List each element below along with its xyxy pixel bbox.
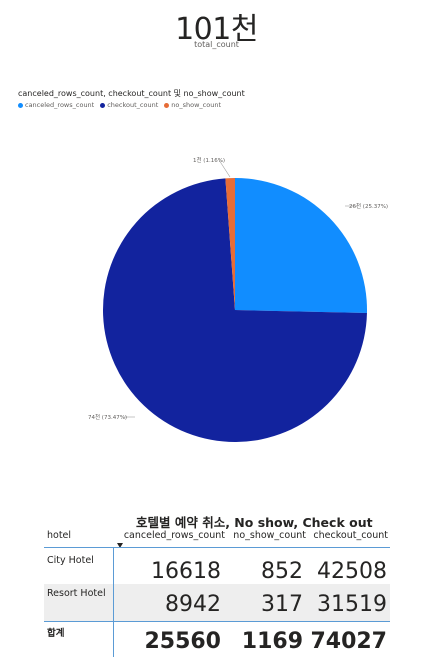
- pie-chart: 26천 (25.37%) 74천 (73.47%) 1천 (1.16%): [88, 156, 388, 442]
- legend-label-canceled: canceled_rows_count: [25, 101, 95, 109]
- data-label-checkout: 74천 (73.47%): [88, 413, 127, 421]
- pie-legend: canceled_rows_count checkout_count no_sh…: [18, 101, 221, 109]
- column-header-canceled[interactable]: canceled_rows_count: [123, 530, 225, 541]
- cell-total-checkout: 74027: [310, 629, 387, 654]
- legend-item-checkout[interactable]: checkout_count: [100, 101, 158, 109]
- cell-city-checkout: 42508: [317, 559, 387, 584]
- cell-city-no-show: 852: [261, 559, 303, 584]
- total-label: 합계: [47, 628, 65, 639]
- total-divider: [44, 621, 390, 622]
- pie-chart-title: canceled_rows_count, checkout_count 및 no…: [18, 89, 245, 98]
- row-label-resort-hotel: Resort Hotel: [47, 588, 106, 599]
- data-label-canceled: 26천 (25.37%): [349, 202, 388, 210]
- column-header-no-show[interactable]: no_show_count: [233, 530, 306, 541]
- column-header-checkout[interactable]: checkout_count: [313, 530, 388, 541]
- legend-item-canceled[interactable]: canceled_rows_count: [18, 101, 94, 109]
- pie-slice-canceled[interactable]: [235, 178, 367, 314]
- legend-item-no-show[interactable]: no_show_count: [164, 101, 221, 109]
- hotel-matrix-table: hotel canceled_rows_count no_show_count …: [44, 528, 390, 657]
- legend-dot-canceled: [18, 102, 23, 108]
- data-label-no-show: 1천 (1.16%): [193, 156, 225, 164]
- pie-slice-checkout[interactable]: [103, 178, 367, 442]
- row-label-city-hotel: City Hotel: [47, 555, 94, 566]
- cell-city-canceled: 16618: [151, 559, 221, 584]
- cell-total-no-show: 1169: [241, 629, 303, 654]
- cell-resort-checkout: 31519: [317, 592, 387, 617]
- card-label: total_count: [194, 40, 239, 49]
- legend-dot-checkout: [100, 102, 106, 108]
- row-stripe: [44, 584, 390, 621]
- leader-line-no-show: [218, 159, 231, 178]
- cell-total-canceled: 25560: [144, 629, 221, 654]
- cell-resort-no-show: 317: [261, 592, 303, 617]
- header-divider: [44, 547, 390, 548]
- cell-resort-canceled: 8942: [165, 592, 221, 617]
- legend-dot-no-show: [164, 102, 170, 108]
- legend-label-checkout: checkout_count: [107, 101, 159, 109]
- matrix-title: 호텔별 예약 취소, No show, Check out: [136, 515, 373, 530]
- sort-descending-icon: [117, 543, 123, 548]
- legend-label-no-show: no_show_count: [171, 101, 222, 109]
- row-header-divider: [113, 547, 114, 657]
- card-value: 101천: [175, 12, 258, 47]
- row-header-hotel[interactable]: hotel: [47, 530, 72, 541]
- pie-slice-no-show[interactable]: [225, 178, 235, 310]
